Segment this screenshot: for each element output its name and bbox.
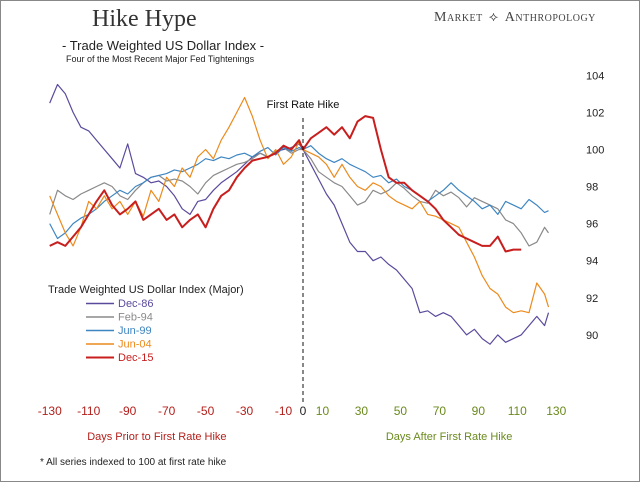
y-tick-label: 100 xyxy=(586,144,604,156)
x-tick-label: -130 xyxy=(38,404,62,418)
x-tick-label: 110 xyxy=(508,404,527,418)
y-tick-label: 102 xyxy=(586,107,604,119)
chart-subtitle: - Trade Weighted US Dollar Index - xyxy=(62,38,265,53)
x-tick-label: -110 xyxy=(77,404,100,418)
x-tick-label: -30 xyxy=(236,404,254,418)
legend-label: Jun-04 xyxy=(118,339,152,351)
x-tick-label: -90 xyxy=(119,404,137,418)
first-rate-hike-label: First Rate Hike xyxy=(267,99,340,111)
series-line-feb-94 xyxy=(49,147,549,247)
brand-right: Anthropology xyxy=(504,10,596,25)
x-tick-label: 10 xyxy=(316,404,330,418)
series-line-jun-04 xyxy=(49,96,550,314)
chart-subsubtitle: Four of the Most Recent Major Fed Tighte… xyxy=(66,54,255,64)
x-tick-label: -70 xyxy=(158,404,176,418)
x-axis-label-right: Days After First Rate Hike xyxy=(386,431,513,443)
brand-logo: Market ⟡ Anthropology xyxy=(434,10,596,26)
footnote: * All series indexed to 100 at first rat… xyxy=(40,457,227,468)
series-line-dec-15 xyxy=(49,115,522,253)
x-tick-label: 90 xyxy=(472,404,486,418)
y-tick-label: 98 xyxy=(586,182,598,194)
y-tick-label: 96 xyxy=(586,219,598,231)
x-tick-label: -10 xyxy=(275,404,293,418)
x-tick-label: 50 xyxy=(394,404,408,418)
x-tick-label: -50 xyxy=(197,404,215,418)
legend-title: Trade Weighted US Dollar Index (Major) xyxy=(48,284,244,296)
y-tick-label: 90 xyxy=(586,330,598,342)
x-tick-label: 0 xyxy=(300,404,307,418)
legend-label: Dec-15 xyxy=(118,352,153,364)
legend-label: Feb-94 xyxy=(118,312,153,324)
brand-left: Market xyxy=(434,10,483,25)
x-axis-label-left: Days Prior to First Rate Hike xyxy=(87,431,226,443)
y-tick-label: 94 xyxy=(586,256,598,268)
legend-label: Jun-99 xyxy=(118,325,152,337)
legend-label: Dec-86 xyxy=(118,298,153,310)
x-tick-label: 70 xyxy=(433,404,447,418)
y-tick-label: 92 xyxy=(586,293,598,305)
brand-symbol-icon: ⟡ xyxy=(488,10,499,25)
y-tick-label: 104 xyxy=(586,70,604,82)
x-tick-label: 130 xyxy=(546,404,566,418)
x-tick-label: 30 xyxy=(355,404,369,418)
series-line-jun-99 xyxy=(49,145,549,240)
chart-title: Hike Hype xyxy=(92,6,197,32)
